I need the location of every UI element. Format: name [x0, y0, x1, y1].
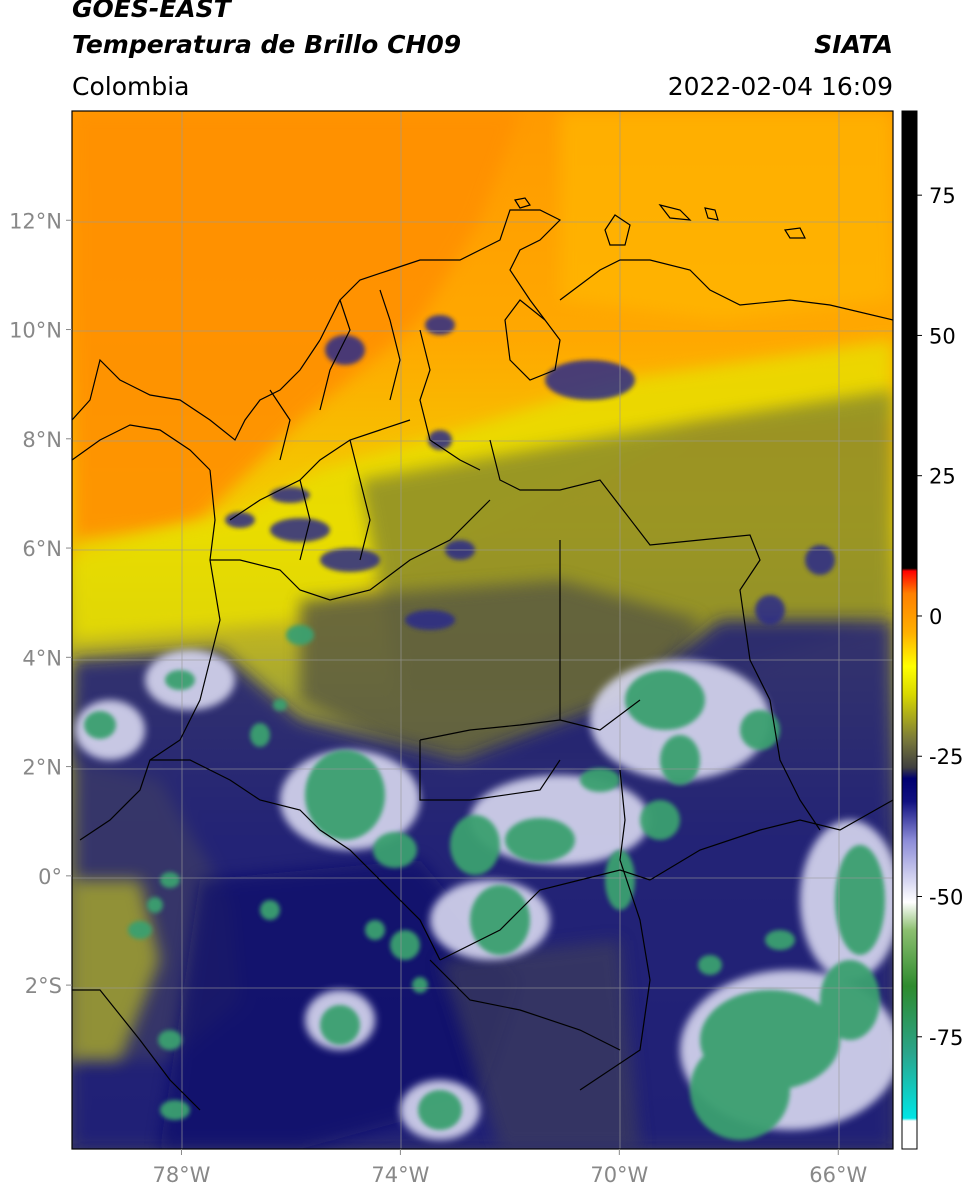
- title-line1: GOES-EAST: [72, 0, 231, 23]
- colorbar-tick-label: 0: [929, 605, 942, 629]
- coastlines-and-borders: [72, 197, 893, 1111]
- lat-tick-label: 6°N: [22, 537, 62, 561]
- colorbar: 75 50 25 0 -25 -50 -75: [901, 110, 963, 1150]
- colorbar-tick-label: 50: [929, 324, 956, 348]
- colorbar-scale: [901, 110, 918, 1150]
- lon-tick-label: 70°W: [590, 1163, 648, 1187]
- lon-tick-label: 66°W: [809, 1163, 867, 1187]
- map-frame: [71, 110, 894, 1150]
- lat-tick-label: 2°N: [22, 756, 62, 780]
- timestamp-label: 2022-02-04 16:09: [667, 72, 893, 101]
- graticule: [72, 111, 893, 1149]
- lat-tick-label: 8°N: [22, 428, 62, 452]
- region-label: Colombia: [72, 72, 190, 101]
- lat-tick-label: 12°N: [9, 209, 62, 233]
- lon-tick-label: 74°W: [371, 1163, 429, 1187]
- lat-tick-label: 4°N: [22, 646, 62, 670]
- colorbar-tick-label: -50: [929, 886, 963, 910]
- colorbar-tick-label: -75: [929, 1026, 963, 1050]
- colorbar-tick-label: -25: [929, 745, 963, 769]
- lon-tick-label: 78°W: [152, 1163, 210, 1187]
- lat-tick-label: 10°N: [9, 319, 62, 343]
- lat-axis: 12°N 10°N 8°N 6°N 4°N 2°N 0° 2°S: [9, 209, 72, 998]
- lon-axis: 78°W 74°W 70°W 66°W: [152, 1149, 867, 1187]
- colorbar-tick-label: 25: [929, 465, 956, 489]
- brightness-temperature-field: [72, 111, 893, 1149]
- agency-label: SIATA: [814, 30, 893, 59]
- colorbar-tick-label: 75: [929, 184, 956, 208]
- title-line2: Temperatura de Brillo CH09: [72, 30, 462, 59]
- lat-tick-label: 0°: [38, 865, 62, 889]
- lat-tick-label: 2°S: [25, 974, 62, 998]
